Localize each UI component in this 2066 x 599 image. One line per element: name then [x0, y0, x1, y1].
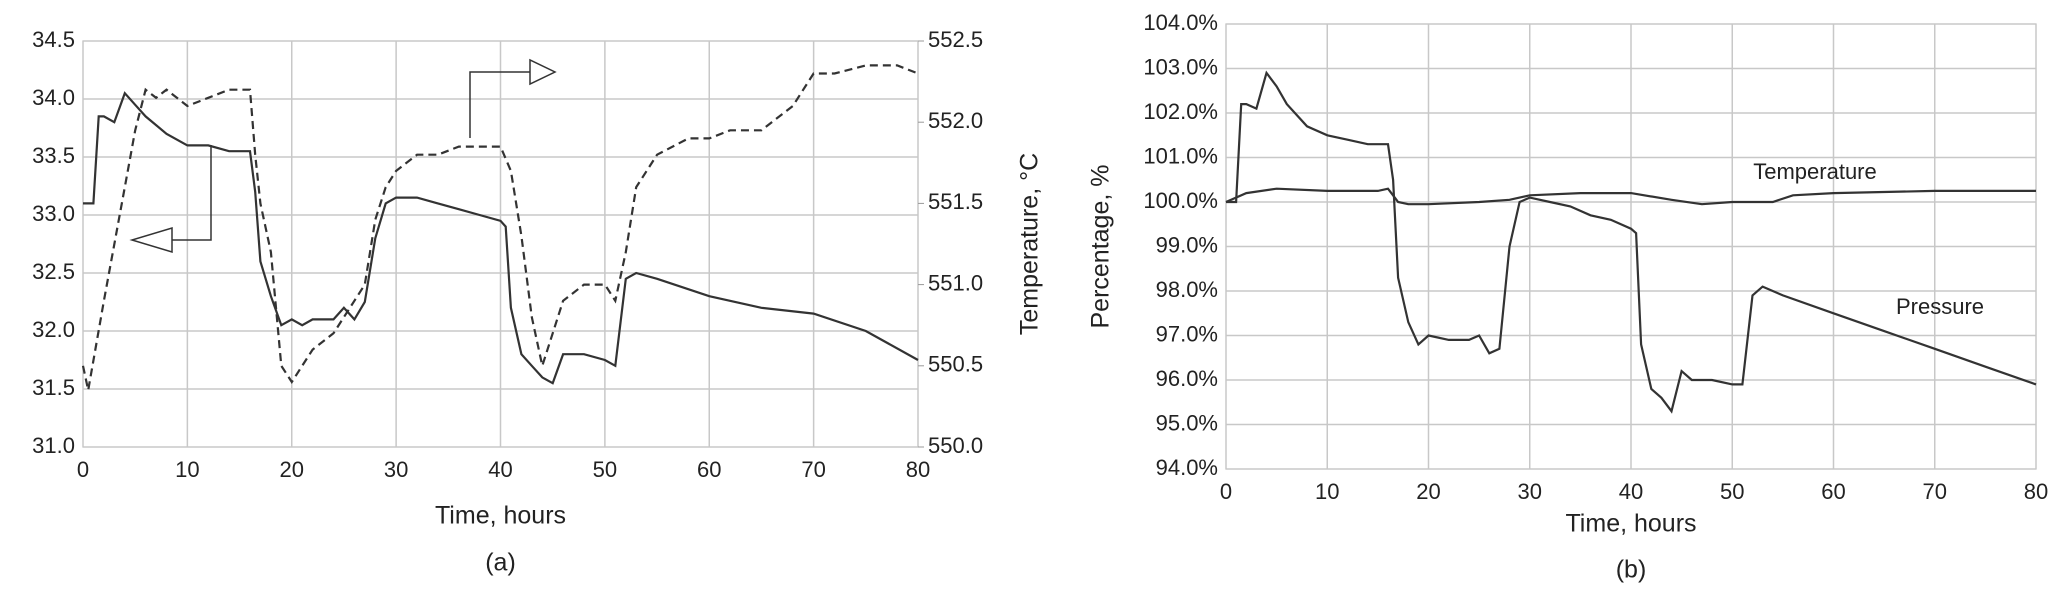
x-tick-label: 20	[280, 457, 304, 482]
y2-tick-label: 551.0	[928, 270, 983, 295]
x-axis-label: Time, hours	[435, 502, 566, 530]
x-tick-label: 10	[1315, 479, 1339, 504]
x-tick-label: 80	[906, 457, 930, 482]
y2-tick-label: 550.5	[928, 352, 983, 377]
y2-tick-label: 552.5	[928, 27, 983, 52]
axis-arrows	[129, 58, 557, 254]
y-tick-label: 34.5	[32, 27, 75, 52]
y-tick-label: 95.0%	[1156, 410, 1218, 435]
y-tick-label: 96.0%	[1156, 366, 1218, 391]
y-tick-label: 100.0%	[1143, 188, 1218, 213]
y-tick-label: 32.0	[32, 317, 75, 342]
y-tick-label: 104.0%	[1143, 10, 1218, 35]
y-tick-label: 94.0%	[1156, 455, 1218, 480]
x-tick-label: 70	[1923, 479, 1947, 504]
series-line	[83, 91, 919, 385]
y-tick-label: 31.5	[32, 375, 75, 400]
arrow-head	[529, 58, 557, 86]
y-tick-label: 97.0%	[1156, 321, 1218, 346]
series-line	[1226, 70, 2037, 414]
y2-tick-label: 551.5	[928, 189, 983, 214]
x-axis-label: Time, hours	[1565, 510, 1696, 538]
x-tick-label: 60	[1821, 479, 1845, 504]
caption: (a)	[485, 549, 516, 577]
annotation: Temperature	[1753, 159, 1877, 184]
y-tick-label: 34.0	[32, 85, 75, 110]
arrow-right	[469, 71, 530, 138]
x-tick-label: 80	[2024, 479, 2048, 504]
arrow-head	[129, 226, 173, 254]
y-axis-label: Percentage, %	[1087, 165, 1115, 329]
annotation: Pressure	[1896, 294, 1984, 319]
x-tick-label: 20	[1416, 479, 1440, 504]
x-tick-label: 10	[175, 457, 199, 482]
x-tick-label: 0	[1220, 479, 1232, 504]
y2-tick-label: 552.0	[928, 108, 983, 133]
x-tick-label: 70	[801, 457, 825, 482]
arrow-left	[172, 145, 212, 241]
x-tick-label: 30	[1518, 479, 1542, 504]
x-tick-label: 30	[384, 457, 408, 482]
x-tick-label: 0	[77, 457, 89, 482]
x-tick-label: 60	[697, 457, 721, 482]
y-tick-label: 102.0%	[1143, 99, 1218, 124]
x-tick-label: 40	[488, 457, 512, 482]
caption: (b)	[1616, 556, 1647, 584]
y-tick-label: 101.0%	[1143, 143, 1218, 168]
y-tick-label: 31.0	[32, 433, 75, 458]
x-tick-label: 40	[1619, 479, 1643, 504]
x-tick-label: 50	[593, 457, 617, 482]
y-tick-label: 33.0	[32, 201, 75, 226]
y-axis-label: Temperature, °C	[1016, 153, 1044, 335]
y-tick-label: 103.0%	[1143, 54, 1218, 79]
y-tick-label: 99.0%	[1156, 232, 1218, 257]
y-tick-label: 32.5	[32, 259, 75, 284]
x-tick-label: 50	[1720, 479, 1744, 504]
y2-tick-label: 550.0	[928, 433, 983, 458]
y-tick-label: 98.0%	[1156, 277, 1218, 302]
y-tick-label: 33.5	[32, 143, 75, 168]
series-line	[1225, 187, 2036, 206]
